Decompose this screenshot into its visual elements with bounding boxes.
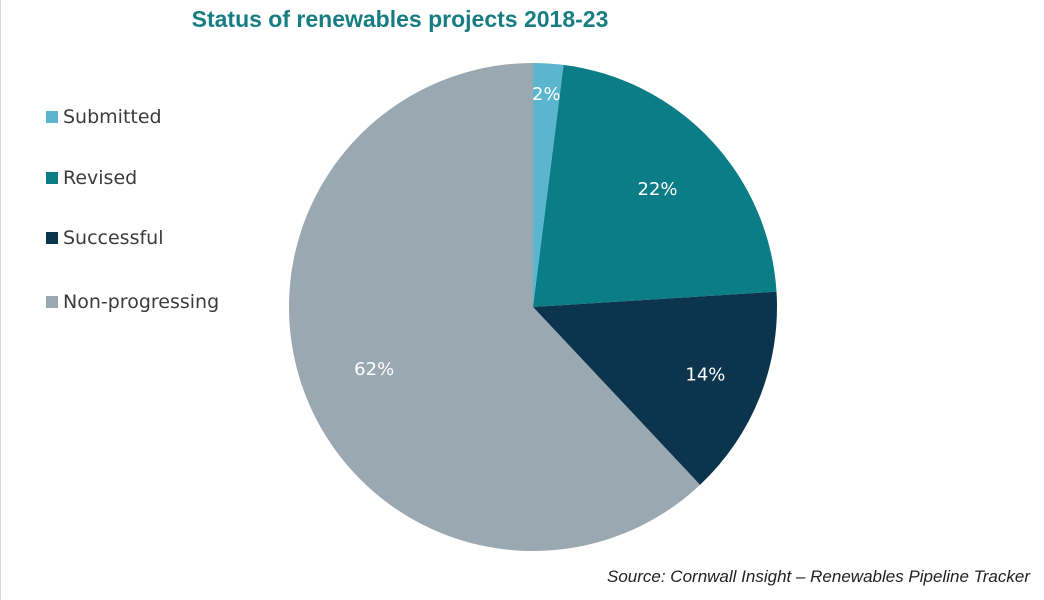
- legend-item-non-progressing: Non-progressing: [46, 291, 219, 313]
- slice-label-non-progressing: 62%: [354, 359, 394, 380]
- legend-label-revised: Revised: [63, 167, 138, 189]
- legend-swatch-successful: [46, 232, 58, 244]
- legend-label-successful: Successful: [63, 227, 164, 249]
- pie-slice-successful: [533, 291, 777, 485]
- legend-swatch-submitted: [46, 111, 58, 123]
- legend-item-successful: Successful: [46, 227, 164, 249]
- slice-label-submitted: 2%: [532, 84, 561, 105]
- legend-item-submitted: Submitted: [46, 106, 162, 128]
- pie-slice-revised: [533, 64, 777, 307]
- pie-slice-non-progressing: [288, 63, 701, 551]
- legend-swatch-revised: [46, 172, 58, 184]
- pie-slice-submitted: [533, 63, 564, 307]
- slice-label-successful: 14%: [685, 364, 725, 385]
- legend-item-revised: Revised: [46, 167, 137, 189]
- legend-label-submitted: Submitted: [63, 106, 162, 128]
- legend-label-non-progressing: Non-progressing: [63, 291, 220, 313]
- slice-label-revised: 22%: [638, 179, 678, 200]
- chart-title: Status of renewables projects 2018-23: [191, 6, 609, 32]
- legend-swatch-non-progressing: [46, 296, 58, 308]
- source-note: Source: Cornwall Insight – Renewables Pi…: [607, 567, 1030, 586]
